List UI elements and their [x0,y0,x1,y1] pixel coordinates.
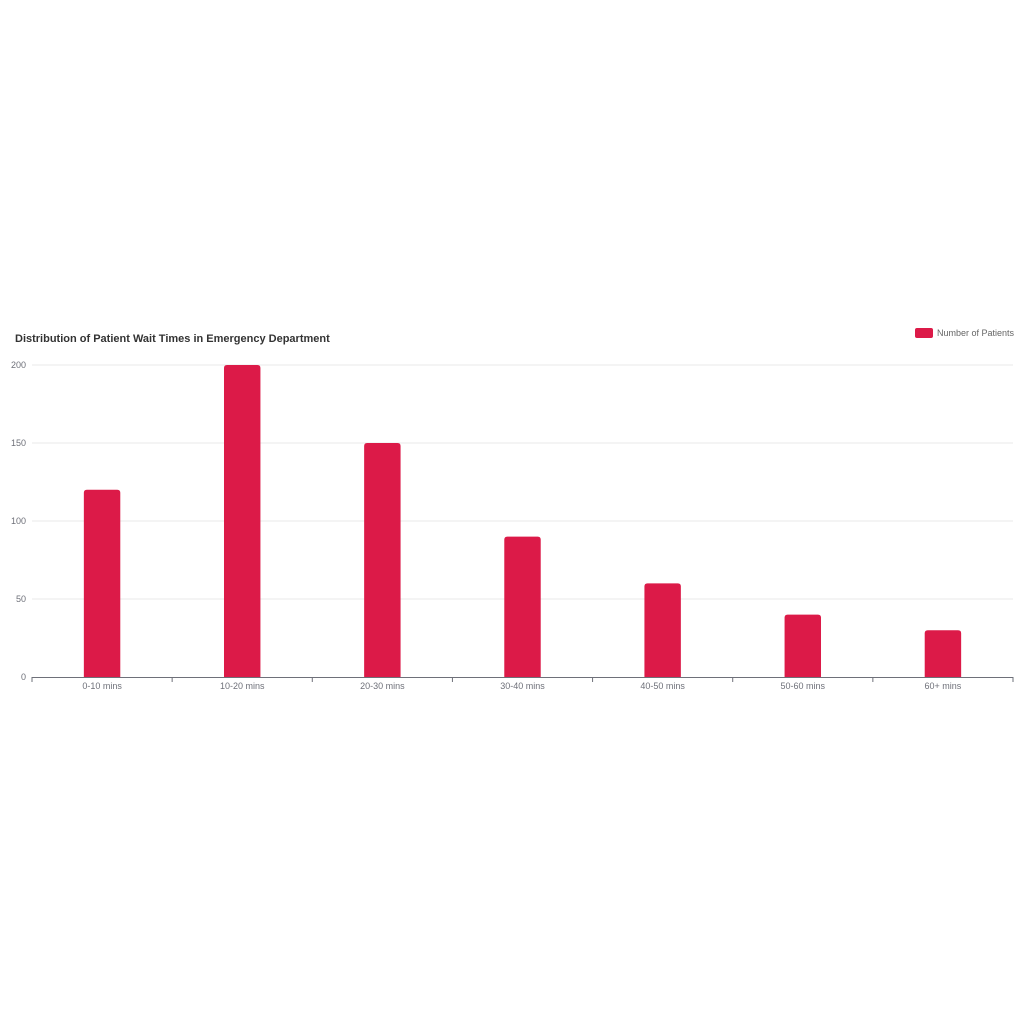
x-tick-label: 50-60 mins [781,681,826,691]
y-tick-label: 50 [16,594,26,604]
bar [83,489,121,677]
y-tick-label: 100 [11,516,26,526]
legend-label: Number of Patients [936,328,1014,338]
x-tick-label: 40-50 mins [640,681,685,691]
x-tick-label: 0-10 mins [82,681,122,691]
bar [223,365,261,677]
bar [504,536,541,677]
legend[interactable]: Number of Patients [914,328,1014,338]
x-tick-label: 10-20 mins [220,681,265,691]
y-tick-label: 200 [11,360,26,370]
grid-lines [32,364,1013,600]
chart-title: Distribution of Patient Wait Times in Em… [15,333,330,345]
legend-swatch [914,328,933,338]
bar [364,443,401,677]
axes: 0 50 100 150 200 0-10 mins 10-20 mins 20-30 min… [11,360,1014,691]
x-tick-label: 30-40 mins [500,681,545,691]
x-tick-label: 60+ mins [925,681,962,691]
bar [784,614,822,677]
y-tick-label: 150 [11,438,26,448]
bars [83,365,962,677]
bar [644,583,681,677]
y-tick-label: 0 [21,672,26,682]
bar [924,630,962,677]
x-tick-label: 20-30 mins [360,681,405,691]
